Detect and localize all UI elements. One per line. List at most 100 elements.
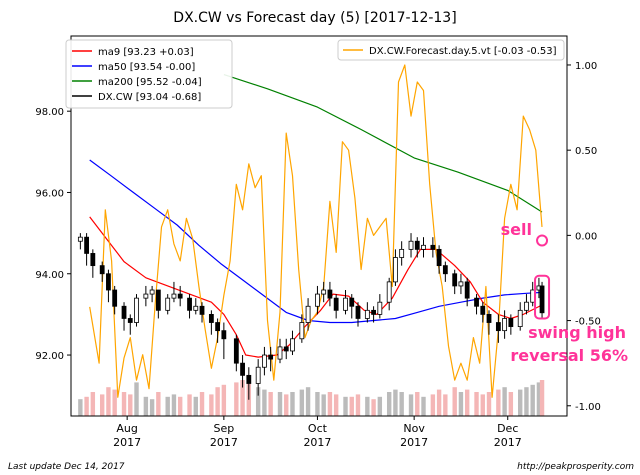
x-tick-label-year: 2017 (494, 436, 522, 449)
volume-bar (215, 387, 220, 416)
volume-bar (112, 389, 117, 416)
x-tick-label-month: Nov (403, 422, 425, 435)
candle-body (386, 281, 392, 303)
candle-body (442, 265, 448, 275)
volume-bar (106, 387, 111, 416)
candle-body (143, 293, 149, 299)
candle-body (377, 301, 383, 315)
series-line-ma200 (223, 74, 543, 213)
candle-body (290, 338, 295, 352)
candle-body (355, 305, 361, 319)
volume-bar (84, 396, 89, 416)
y-left-tick-label: 96.00 (35, 188, 64, 199)
volume-bar (421, 396, 426, 416)
volume-bar (284, 394, 289, 416)
candle-body (199, 305, 205, 315)
swing-high-label: swing high (528, 323, 626, 342)
candle-body (106, 273, 111, 291)
candle-body (277, 346, 283, 360)
candle-body (77, 236, 83, 242)
volume-bar (262, 389, 267, 416)
y-left-tick-label: 98.00 (35, 107, 64, 118)
volume-bar (240, 380, 245, 416)
candle-body (171, 293, 177, 299)
volume-bar (524, 387, 529, 416)
legend-label-ma50: ma50 [93.54 -0.00] (98, 62, 195, 73)
swing-high-box (534, 274, 551, 320)
volume-bar (508, 392, 514, 416)
volume-bar (343, 396, 348, 416)
candle-body (165, 297, 171, 311)
y-left-tick-label: 94.00 (35, 270, 64, 281)
volume-bar (187, 394, 192, 416)
candle-body (508, 318, 514, 327)
volume-bar (496, 389, 501, 416)
plot-frame (70, 35, 568, 417)
candle-body (343, 297, 348, 311)
x-tick-label-year: 2017 (210, 436, 238, 449)
volume-bar (430, 394, 436, 416)
x-tick-label-year: 2017 (400, 436, 428, 449)
volume-bars (78, 377, 545, 416)
x-tick-label-year: 2017 (113, 436, 141, 449)
volume-bar (474, 392, 479, 416)
candle-body (502, 318, 508, 332)
candle-body (408, 240, 414, 250)
candle-body (240, 362, 245, 376)
candle-body (305, 305, 311, 323)
volume-bar (436, 389, 442, 416)
candle-body (539, 285, 545, 314)
candle-body (268, 354, 274, 360)
y-right-tick-label: -1.00 (575, 402, 601, 413)
candle-body (262, 354, 267, 368)
volume-bar (199, 392, 205, 416)
volume-bar (165, 396, 170, 416)
y-right-tick-label: 0.50 (575, 146, 597, 157)
candle-body (480, 305, 486, 315)
volume-bar (443, 394, 448, 416)
legend-label-dxcw: DX.CW [93.04 -0.68] (98, 92, 201, 103)
volume-bar (290, 392, 295, 416)
volume-bar (321, 394, 326, 416)
volume-bar (386, 392, 392, 416)
candle-body (84, 236, 89, 254)
candle-body (414, 240, 420, 250)
volume-bar (299, 389, 305, 416)
candle-body (436, 248, 442, 267)
x-tick-label-month: Oct (308, 422, 328, 435)
candle-body (327, 289, 333, 299)
candle-body (452, 273, 458, 287)
candle-body (364, 309, 370, 319)
candle-body (155, 289, 161, 311)
sell-label: sell (501, 220, 532, 239)
series-line-ma9 (89, 216, 543, 358)
legend-right-box (337, 39, 565, 61)
volume-bar (349, 396, 354, 416)
candle-body (495, 322, 501, 332)
volume-bar (255, 387, 261, 416)
legend-right: DX.CW.Forecast.day.5.vt [-0.03 -0.53] (337, 39, 565, 61)
volume-bar (530, 384, 535, 416)
candle-body (246, 374, 252, 384)
candle-body (112, 289, 118, 307)
candle-body (524, 301, 529, 311)
y-right-tick-label: 0.00 (575, 231, 597, 242)
legend-left-box (65, 39, 233, 109)
candle-body (99, 265, 105, 275)
candle-body (315, 293, 320, 307)
volume-bar (518, 389, 523, 416)
volume-bar (415, 392, 420, 416)
volume-bar (539, 380, 545, 416)
legend-label-ma9: ma9 [93.23 +0.03] (98, 47, 194, 58)
volume-bar (221, 384, 227, 416)
x-tick-label-year: 2017 (303, 436, 331, 449)
legend-label-ma200: ma200 [95.52 -0.04] (98, 77, 202, 88)
volume-bar (177, 396, 183, 416)
volume-bar (399, 392, 404, 416)
volume-bar (393, 389, 398, 416)
candle-body (255, 366, 261, 384)
candle-body (134, 297, 139, 323)
x-tick-label-month: Sep (213, 422, 234, 435)
